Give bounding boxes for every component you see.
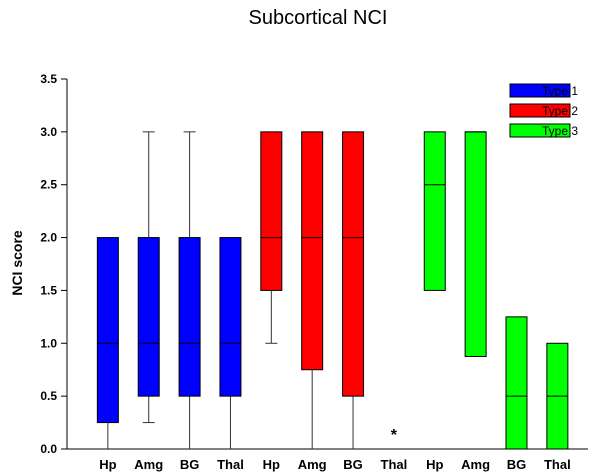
y-tick-label: 1.0: [40, 336, 57, 350]
y-tick-label: 2.0: [40, 231, 57, 245]
legend-swatch: [509, 83, 571, 98]
box-type-2-amg: [301, 131, 324, 449]
legend-swatch: [509, 123, 571, 138]
x-tick-label: Thal: [217, 457, 244, 472]
box-iqr: [260, 131, 283, 291]
box-iqr: [464, 131, 487, 357]
box-type-3-amg: [464, 131, 487, 357]
box-iqr: [219, 237, 242, 397]
box-iqr: [301, 131, 324, 371]
legend-swatch: [509, 103, 571, 118]
box-type-3-hp: [423, 131, 446, 291]
y-tick-label: 0.0: [40, 442, 57, 456]
x-tick-label: BG: [180, 457, 200, 472]
x-tick-label: Amg: [134, 457, 163, 472]
missing-data-asterisk: *: [391, 427, 398, 444]
x-tick-label: Hp: [99, 457, 116, 472]
box-type-2-hp: [260, 131, 283, 344]
y-tick-label: 0.5: [40, 389, 57, 403]
box-type-1-thal: [219, 237, 242, 449]
x-tick-label: Thal: [381, 457, 408, 472]
x-tick-label: Amg: [461, 457, 490, 472]
x-tick-label: BG: [343, 457, 363, 472]
legend-label: Type 2: [542, 104, 578, 118]
box-iqr: [423, 131, 446, 291]
box-iqr: [137, 237, 160, 397]
x-tick-label: Hp: [426, 457, 443, 472]
box-type-3-bg: [505, 316, 528, 450]
x-tick-label: Thal: [544, 457, 571, 472]
box-iqr: [342, 131, 365, 397]
box-type-2-bg: [342, 131, 365, 449]
y-tick-label: 3.0: [40, 125, 57, 139]
x-tick-labels: Hp Amg BG Thal Hp Amg BG Thal Hp Amg BG Thal: [99, 457, 571, 472]
legend-label: Type 1: [542, 84, 578, 98]
x-tick-label: Amg: [298, 457, 327, 472]
box-type-3-thal: [546, 342, 569, 450]
box-type-1-hp: [96, 237, 119, 449]
legend-label: Type 3: [542, 124, 578, 138]
box-type-1-amg: [137, 131, 160, 424]
box-type-1-bg: [178, 131, 201, 449]
y-tick-label: 3.5: [40, 72, 57, 86]
chart-title: Subcortical NCI: [249, 7, 388, 29]
box-iqr: [505, 316, 528, 450]
x-tick-label: BG: [507, 457, 527, 472]
y-axis-label: NCI score: [9, 230, 25, 296]
legend: Type 1 Type 2 Type 3: [509, 83, 578, 138]
axes: 0.0 0.5 1.0 1.5 2.0 2.5 3.0 3.5: [40, 72, 588, 456]
x-tick-label: Hp: [263, 457, 280, 472]
y-tick-label: 1.5: [40, 283, 57, 297]
box-iqr: [96, 237, 119, 424]
box-iqr: [178, 237, 201, 397]
y-tick-label: 2.5: [40, 178, 57, 192]
box-group: *: [96, 131, 569, 450]
